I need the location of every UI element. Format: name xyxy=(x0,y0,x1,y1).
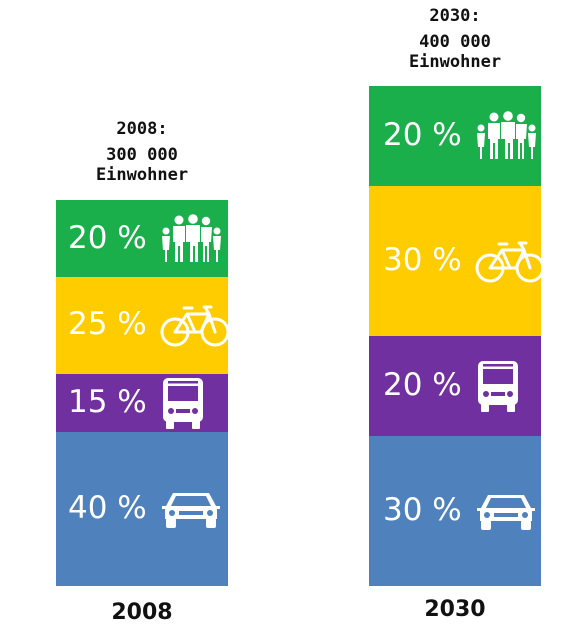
bicycle-icon xyxy=(475,238,545,284)
segment-label-2008-people: 20 % xyxy=(68,219,147,256)
header-year-2030: 2030: xyxy=(429,6,481,26)
segment-label-2030-car: 30 % xyxy=(383,492,462,528)
segment-label-2030-people: 20 % xyxy=(383,117,462,153)
bar-2008: 20 % 25 % 15 % 40 % xyxy=(56,200,230,586)
segment-2030-car: 30 % xyxy=(369,436,541,586)
family-icon xyxy=(160,213,222,264)
segment-label-2030-bus: 20 % xyxy=(383,367,462,403)
segment-label-2008-bus: 15 % xyxy=(68,383,147,420)
x-label-2008: 2008 xyxy=(111,600,173,625)
header-year-2008: 2008: xyxy=(116,119,168,139)
bicycle-icon xyxy=(160,302,230,348)
header-2008: 2008: 300 000 Einwohner xyxy=(56,117,228,185)
segment-2030-people: 20 % xyxy=(369,86,541,186)
car-icon xyxy=(160,487,222,531)
family-icon xyxy=(475,111,537,161)
segment-label-2008-bicycle: 25 % xyxy=(68,306,147,343)
bus-icon xyxy=(475,359,521,413)
segment-label-2008-car: 40 % xyxy=(68,489,147,526)
segment-2008-bicycle: 25 % xyxy=(56,277,230,374)
segment-2030-bicycle: 30 % xyxy=(369,186,545,336)
segment-2008-people: 20 % xyxy=(56,200,228,278)
segment-2030-bus: 20 % xyxy=(369,336,541,436)
bus-icon xyxy=(160,376,206,430)
segment-2008-car: 40 % xyxy=(56,431,228,586)
segment-2008-bus: 15 % xyxy=(56,373,228,432)
header-residents-2008: Einwohner xyxy=(95,165,189,185)
header-residents-2030: Einwohner xyxy=(408,52,502,72)
header-population-2030: 400 000 xyxy=(419,32,491,52)
header-population-2008: 300 000 xyxy=(106,145,178,165)
bar-2030: 20 % 30 % 20 % 30 % xyxy=(369,86,545,586)
header-2030: 2030: 400 000 Einwohner xyxy=(369,4,541,72)
segment-label-2030-bicycle: 30 % xyxy=(383,242,462,278)
car-icon xyxy=(475,489,537,533)
x-label-2030: 2030 xyxy=(424,597,486,622)
